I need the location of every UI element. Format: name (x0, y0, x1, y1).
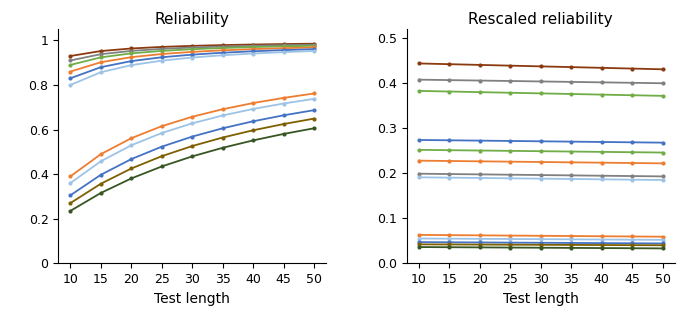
Title: Reliability: Reliability (155, 12, 229, 27)
X-axis label: Test length: Test length (503, 292, 579, 306)
X-axis label: Test length: Test length (154, 292, 230, 306)
Title: Rescaled reliability: Rescaled reliability (469, 12, 613, 27)
